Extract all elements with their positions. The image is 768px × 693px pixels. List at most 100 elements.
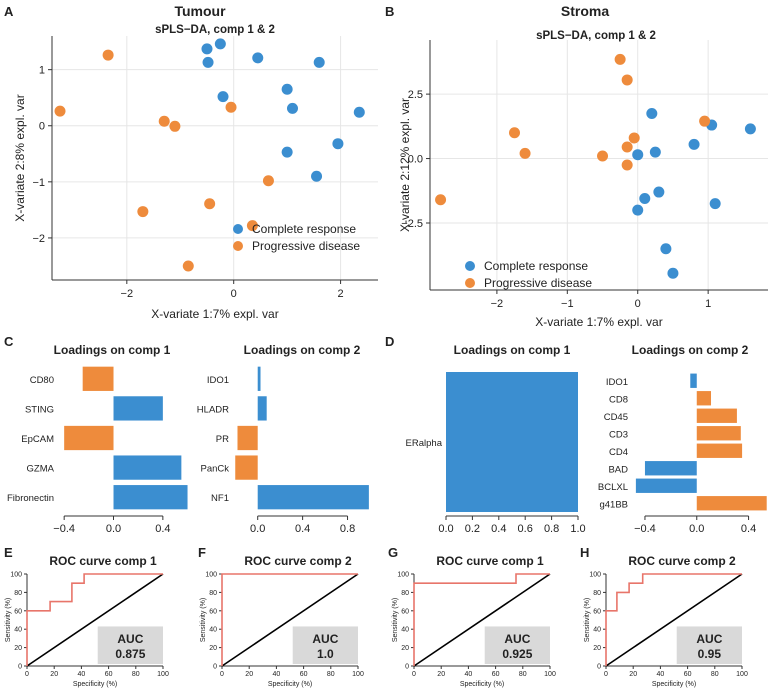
chart-title: ROC curve comp 1 <box>436 554 544 568</box>
data-point <box>597 150 609 162</box>
y-tick-label: 20 <box>14 645 22 652</box>
chart-title: ROC curve comp 2 <box>244 554 352 568</box>
x-tick-label: −2 <box>491 298 504 310</box>
auc-value: 0.95 <box>698 647 722 661</box>
y-tick-label: 0 <box>213 664 217 671</box>
x-tick-label: −0.4 <box>53 523 75 535</box>
x-tick-label: 100 <box>544 671 556 678</box>
loading-bar <box>237 425 258 451</box>
legend-label: Progressive disease <box>484 276 592 290</box>
x-tick-label: 0.4 <box>155 523 170 535</box>
x-tick-label: 80 <box>711 671 719 678</box>
x-tick-label: 20 <box>629 671 637 678</box>
x-tick-label: 60 <box>684 671 692 678</box>
panel-label-a: A <box>4 4 14 19</box>
gene-label: PR <box>216 434 229 445</box>
x-tick-label: 0.0 <box>689 523 704 535</box>
gene-label: CD8 <box>609 394 628 405</box>
loading-bar <box>113 455 182 480</box>
y-tick-label: 100 <box>397 572 409 579</box>
gene-label: NF1 <box>211 493 229 504</box>
y-tick-label: 40 <box>209 627 217 634</box>
x-axis-label: Specificity (%) <box>73 681 117 688</box>
x-tick-label: 0.8 <box>340 523 355 535</box>
data-point <box>632 204 644 216</box>
loading-bar <box>82 366 114 391</box>
gene-label: PanCk <box>200 464 229 475</box>
x-tick-label: 100 <box>736 671 748 678</box>
gene-label: BCLXL <box>598 482 628 493</box>
panel-label-d: D <box>385 334 394 349</box>
data-point <box>614 53 626 65</box>
x-tick-label: 60 <box>105 671 113 678</box>
x-tick-label: 80 <box>132 671 140 678</box>
gene-label: g41BB <box>599 499 628 510</box>
scatter-a <box>48 36 378 284</box>
y-axis-label: Sensitivity (%) <box>5 598 12 642</box>
auc-box <box>484 626 550 664</box>
x-tick-label: 0.0 <box>106 523 121 535</box>
data-point <box>519 147 531 159</box>
auc-value: 0.925 <box>502 647 532 661</box>
y-tick-label: 0 <box>405 664 409 671</box>
chart-title: sPLS−DA, comp 1 & 2 <box>536 30 656 42</box>
x-tick-label: 40 <box>657 671 665 678</box>
x-tick-label: 0 <box>220 671 224 678</box>
data-point <box>246 220 258 232</box>
loading-bar <box>113 485 188 510</box>
loading-bar <box>257 396 267 421</box>
data-point <box>281 146 293 158</box>
data-point <box>639 193 651 205</box>
x-tick-label: 0.0 <box>438 523 453 535</box>
x-tick-label: 0 <box>25 671 29 678</box>
chart-title: Loadings on comp 1 <box>54 343 171 357</box>
data-point <box>102 49 114 61</box>
data-point <box>313 56 325 68</box>
legend-marker <box>233 224 243 234</box>
roc-g <box>411 573 551 669</box>
gene-label: CD4 <box>609 447 628 458</box>
roc-curve <box>26 573 163 666</box>
y-axis-label: Sensitivity (%) <box>200 598 207 642</box>
data-point <box>281 83 293 95</box>
loading-bar <box>644 461 697 476</box>
data-point <box>660 243 672 255</box>
y-tick-label: 60 <box>209 608 217 615</box>
chart-title: sPLS−DA, comp 1 & 2 <box>155 24 275 36</box>
y-tick-label: 80 <box>209 590 217 597</box>
data-point <box>709 198 721 210</box>
y-axis-label: Sensitivity (%) <box>392 598 399 642</box>
data-point <box>158 115 170 127</box>
legend-label: Complete response <box>484 259 588 273</box>
loadings-d1 <box>445 372 579 520</box>
data-point <box>204 198 216 210</box>
panel-title-tumour: Tumour <box>174 3 226 19</box>
y-tick-label: 40 <box>401 627 409 634</box>
y-axis-label: Sensitivity (%) <box>584 598 591 642</box>
data-point <box>628 132 640 144</box>
x-tick-label: 40 <box>78 671 86 678</box>
legend-label: Progressive disease <box>252 239 360 253</box>
y-tick-label: 100 <box>589 572 601 579</box>
roc-e <box>24 573 164 669</box>
x-tick-label: 0.4 <box>295 523 310 535</box>
panel-label-b: B <box>385 4 394 19</box>
data-point <box>311 170 323 182</box>
loading-bar <box>257 485 369 510</box>
loading-bar <box>696 391 712 406</box>
y-tick-label: 0.0 <box>408 154 423 166</box>
x-tick-label: 100 <box>352 671 364 678</box>
loading-bar <box>235 455 258 480</box>
loading-bar <box>113 396 163 421</box>
loadings-c1 <box>63 366 188 520</box>
x-tick-label: 0 <box>231 288 237 300</box>
y-tick-label: 80 <box>401 590 409 597</box>
loading-bar <box>696 496 767 511</box>
y-tick-label: 60 <box>593 608 601 615</box>
y-tick-label: −1 <box>32 177 45 189</box>
loading-bar <box>690 373 697 388</box>
x-tick-label: 80 <box>327 671 335 678</box>
y-axis-label: X-variate 2:8% expl. var <box>13 94 27 221</box>
auc-label: AUC <box>504 632 530 646</box>
